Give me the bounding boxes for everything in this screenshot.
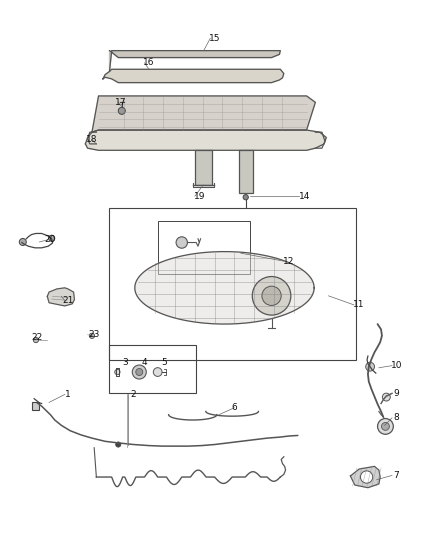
Circle shape xyxy=(132,365,146,379)
Text: 1: 1 xyxy=(65,390,71,399)
Circle shape xyxy=(360,471,373,483)
Polygon shape xyxy=(85,144,324,150)
Text: 5: 5 xyxy=(161,358,167,367)
Text: 15: 15 xyxy=(209,34,220,43)
Text: 20: 20 xyxy=(45,236,56,244)
Circle shape xyxy=(366,362,374,371)
Polygon shape xyxy=(92,96,315,132)
Text: 10: 10 xyxy=(391,361,402,370)
Bar xyxy=(109,345,196,393)
Text: 8: 8 xyxy=(393,414,399,422)
Circle shape xyxy=(381,423,389,430)
Text: 14: 14 xyxy=(299,192,310,200)
Text: 12: 12 xyxy=(283,257,295,265)
Text: 19: 19 xyxy=(194,192,205,200)
Bar xyxy=(32,402,39,410)
Text: 9: 9 xyxy=(393,389,399,398)
Circle shape xyxy=(243,195,248,200)
Polygon shape xyxy=(85,130,326,150)
Circle shape xyxy=(89,333,95,338)
Bar xyxy=(109,208,356,360)
Circle shape xyxy=(49,235,55,241)
Text: 22: 22 xyxy=(32,334,43,342)
Circle shape xyxy=(153,368,162,376)
Circle shape xyxy=(116,442,121,447)
Text: 16: 16 xyxy=(143,59,155,67)
Text: 6: 6 xyxy=(231,403,237,412)
Bar xyxy=(239,150,253,193)
Bar xyxy=(158,221,250,274)
Bar xyxy=(195,150,212,185)
Polygon shape xyxy=(110,51,280,71)
Polygon shape xyxy=(103,69,284,83)
Circle shape xyxy=(262,286,281,305)
Text: 4: 4 xyxy=(142,358,147,367)
Circle shape xyxy=(136,368,143,376)
Circle shape xyxy=(118,107,125,115)
Text: 3: 3 xyxy=(122,358,128,367)
Text: 17: 17 xyxy=(115,98,126,107)
Text: 21: 21 xyxy=(62,296,74,305)
Circle shape xyxy=(378,418,393,434)
Circle shape xyxy=(33,337,39,343)
Polygon shape xyxy=(135,252,314,324)
Text: 23: 23 xyxy=(88,330,100,339)
Polygon shape xyxy=(350,466,380,488)
Text: 2: 2 xyxy=(131,390,136,399)
Circle shape xyxy=(176,237,187,248)
Text: 11: 11 xyxy=(353,301,365,309)
Text: 7: 7 xyxy=(393,471,399,480)
Circle shape xyxy=(252,277,291,315)
Circle shape xyxy=(382,393,390,401)
Circle shape xyxy=(19,238,26,246)
Circle shape xyxy=(115,369,120,375)
Polygon shape xyxy=(47,288,74,306)
Text: 18: 18 xyxy=(86,135,98,144)
